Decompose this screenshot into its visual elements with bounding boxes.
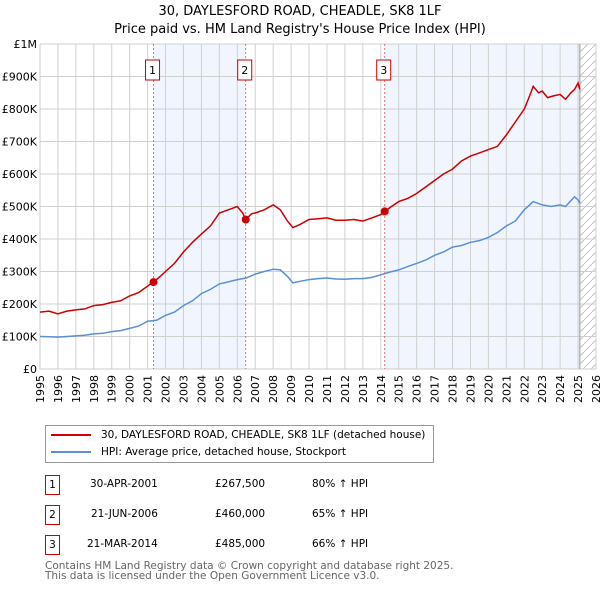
x-tick-label: 1999 (106, 375, 119, 403)
y-tick-label: £0 (23, 363, 37, 376)
legend-label: 30, DAYLESFORD ROAD, CHEADLE, SK8 1LF (d… (101, 429, 426, 441)
x-tick-label: 2010 (303, 375, 316, 403)
x-tick-label: 2000 (124, 375, 137, 403)
copyright-text: Contains HM Land Registry data © Crown c… (45, 560, 454, 572)
y-tick-label: £700K (2, 136, 38, 149)
property-price-line (39, 81, 581, 315)
x-tick-label: 2017 (429, 375, 442, 403)
legend: 30, DAYLESFORD ROAD, CHEADLE, SK8 1LF (d… (45, 425, 434, 463)
legend-item-hpi: HPI: Average price, detached house, Stoc… (51, 444, 346, 460)
x-tick-label: 2011 (321, 375, 334, 403)
x-tick-label: 2013 (357, 375, 370, 403)
x-tick-label: 2023 (536, 375, 549, 403)
x-tick-label: 2012 (339, 375, 352, 403)
sale-price: £460,000 (215, 508, 266, 520)
x-tick-label: 1997 (70, 375, 83, 403)
y-tick-label: £500K (2, 201, 38, 214)
y-tick-label: £100K (2, 331, 38, 344)
sale-label: 1 (149, 64, 156, 77)
sale-point (380, 207, 389, 216)
x-tick-label: 1998 (88, 375, 101, 403)
chart-title: 30, DAYLESFORD ROAD, CHEADLE, SK8 1LF (158, 4, 442, 19)
x-tick-label: 2020 (482, 375, 495, 403)
sale-label-box (237, 59, 253, 81)
sale-date: 21-JUN-2006 (91, 508, 158, 520)
x-tick-label: 2002 (160, 375, 173, 403)
x-tick-label: 2019 (464, 375, 477, 403)
x-tick-label: 2014 (375, 375, 388, 403)
hpi-line (39, 195, 581, 338)
sale-number: 3 (45, 535, 60, 555)
y-tick-label: £600K (2, 168, 38, 181)
sale-number: 2 (45, 505, 60, 525)
legend-swatch-red (51, 434, 91, 436)
x-tick-label: 2007 (249, 375, 262, 403)
footer-note: Contains HM Land Registry data © Crown c… (45, 560, 454, 582)
legend-swatch-blue (51, 451, 91, 453)
x-tick-label: 2005 (213, 375, 226, 403)
sale-point (149, 278, 158, 287)
x-tick-label: 2016 (411, 375, 424, 403)
x-tick-label: 2001 (142, 375, 155, 403)
x-tick-label: 2022 (518, 375, 531, 403)
licence-text: This data is licensed under the Open Gov… (45, 570, 380, 582)
sale-row: 1 30-APR-2001 £267,500 80% ↑ HPI (45, 475, 465, 495)
sale-number: 1 (45, 475, 60, 495)
x-tick-label: 2008 (267, 375, 280, 403)
sale-date: 30-APR-2001 (90, 478, 158, 490)
x-tick-label: 2018 (447, 375, 460, 403)
x-tick-label: 2021 (500, 375, 513, 403)
sale-hpi: 66% ↑ HPI (312, 538, 369, 550)
sale-label-box (376, 59, 392, 81)
sale-row: 2 21-JUN-2006 £460,000 65% ↑ HPI (45, 505, 465, 525)
y-tick-label: £400K (2, 233, 38, 246)
x-tick-label: 2004 (195, 375, 208, 403)
y-tick-label: £1M (14, 38, 38, 51)
x-tick-label: 2009 (285, 375, 298, 403)
x-tick-label: 2026 (590, 375, 600, 403)
chart-subtitle: Price paid vs. HM Land Registry's House … (114, 22, 486, 37)
price-chart: 1995 1996 1997 1998 1999 2000 2001 2002 2003 2004… (2, 38, 600, 403)
x-tick-label: 2024 (554, 375, 567, 403)
x-tick-label: 1995 (34, 375, 47, 403)
sale-price: £267,500 (215, 478, 266, 490)
y-tick-label: £900K (2, 71, 38, 84)
x-tick-label: 1996 (52, 375, 65, 403)
x-tick-label: 2003 (177, 375, 190, 403)
sale-hpi: 80% ↑ HPI (312, 478, 369, 490)
sale-label: 2 (241, 64, 248, 77)
y-tick-label: £200K (2, 298, 38, 311)
x-tick-label: 2006 (231, 375, 244, 403)
sale-date: 21-MAR-2014 (87, 538, 158, 550)
x-tick-label: 2025 (572, 375, 585, 403)
sale-price: £485,000 (215, 538, 266, 550)
sale-row: 3 21-MAR-2014 £485,000 66% ↑ HPI (45, 535, 465, 555)
sale-label-box (145, 59, 161, 81)
legend-label: HPI: Average price, detached house, Stoc… (101, 446, 346, 458)
y-tick-label: £300K (2, 266, 38, 279)
sale-label: 3 (380, 64, 387, 77)
y-tick-label: £800K (2, 103, 38, 116)
x-tick-label: 2015 (393, 375, 406, 403)
sale-hpi: 65% ↑ HPI (312, 508, 369, 520)
sale-point (241, 215, 250, 224)
legend-item-property: 30, DAYLESFORD ROAD, CHEADLE, SK8 1LF (d… (51, 427, 425, 443)
